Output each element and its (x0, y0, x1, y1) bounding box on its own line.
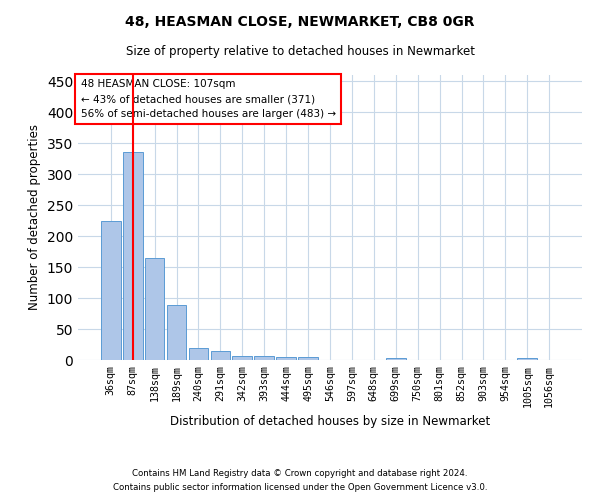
Bar (254, 356, 274, 360)
Bar (517, 358, 537, 360)
Text: Contains HM Land Registry data © Crown copyright and database right 2024.: Contains HM Land Registry data © Crown c… (132, 468, 468, 477)
Text: Size of property relative to detached houses in Newmarket: Size of property relative to detached ho… (125, 45, 475, 58)
Bar (298, 357, 318, 360)
X-axis label: Distribution of detached houses by size in Newmarket: Distribution of detached houses by size … (170, 415, 490, 428)
Text: 48 HEASMAN CLOSE: 107sqm
← 43% of detached houses are smaller (371)
56% of semi-: 48 HEASMAN CLOSE: 107sqm ← 43% of detach… (80, 80, 335, 119)
Bar (232, 356, 252, 360)
Bar (145, 258, 164, 360)
Bar (188, 348, 208, 360)
Bar (123, 152, 143, 360)
Text: Contains public sector information licensed under the Open Government Licence v3: Contains public sector information licen… (113, 484, 487, 492)
Text: 48, HEASMAN CLOSE, NEWMARKET, CB8 0GR: 48, HEASMAN CLOSE, NEWMARKET, CB8 0GR (125, 15, 475, 29)
Bar (211, 350, 230, 360)
Bar (386, 358, 406, 360)
Bar (101, 220, 121, 360)
Bar (276, 357, 296, 360)
Bar (167, 306, 187, 360)
Y-axis label: Number of detached properties: Number of detached properties (28, 124, 41, 310)
